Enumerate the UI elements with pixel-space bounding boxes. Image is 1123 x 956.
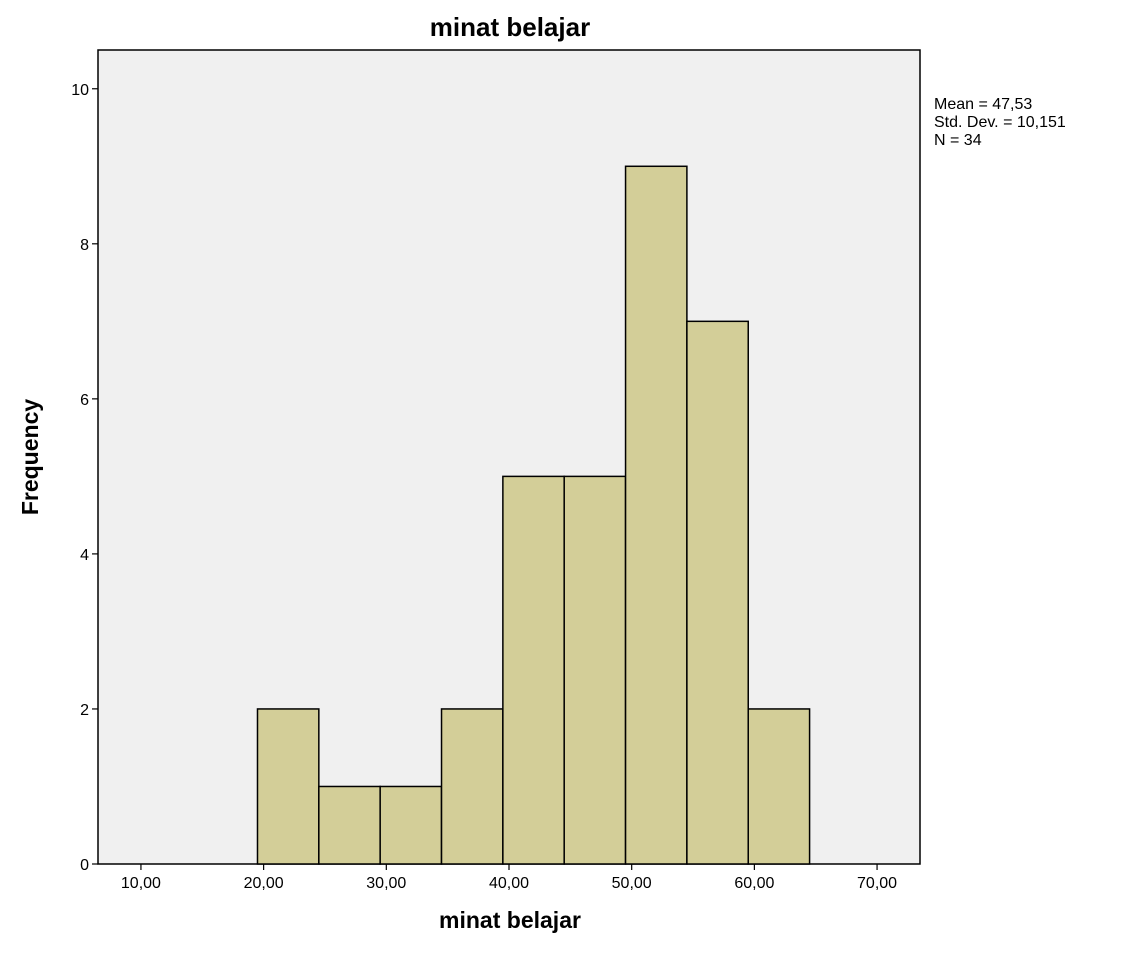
x-tick-label: 30,00 xyxy=(366,875,406,892)
y-axis-label: Frequency xyxy=(17,399,43,516)
x-tick-label: 50,00 xyxy=(612,875,652,892)
x-tick-label: 40,00 xyxy=(489,875,529,892)
histogram-bar xyxy=(563,475,627,865)
y-axis: 0 2 4 6 8 10 xyxy=(71,82,98,874)
x-tick-label: 70,00 xyxy=(857,875,897,892)
stat-n: N = 34 xyxy=(934,132,982,149)
y-tick-label: 0 xyxy=(80,857,89,874)
histogram-bar xyxy=(379,785,443,865)
stat-std-dev: Std. Dev. = 10,151 xyxy=(934,114,1066,131)
histogram-bar xyxy=(624,165,688,865)
y-tick-label: 10 xyxy=(71,82,89,99)
y-tick-label: 4 xyxy=(80,547,89,564)
y-tick-label: 6 xyxy=(80,392,89,409)
histogram-bar xyxy=(747,708,811,865)
stats-box: Mean = 47,53 Std. Dev. = 10,151 N = 34 xyxy=(934,96,1066,149)
x-tick-label: 10,00 xyxy=(121,875,161,892)
histogram-bar xyxy=(686,320,749,865)
histogram-bar xyxy=(318,785,381,865)
y-tick-label: 8 xyxy=(80,237,89,254)
x-axis: 10,00 20,00 30,00 40,00 50,00 60,00 70,00 xyxy=(121,864,897,892)
histogram-bar xyxy=(502,475,565,865)
bars-group xyxy=(256,165,811,865)
chart-title: minat belajar xyxy=(430,12,590,42)
stat-mean: Mean = 47,53 xyxy=(934,96,1032,113)
x-axis-label: minat belajar xyxy=(439,907,581,933)
x-tick-label: 60,00 xyxy=(734,875,774,892)
histogram-bar xyxy=(256,708,320,865)
histogram-bar xyxy=(440,708,504,865)
y-tick-label: 2 xyxy=(80,702,89,719)
x-tick-label: 20,00 xyxy=(244,875,284,892)
